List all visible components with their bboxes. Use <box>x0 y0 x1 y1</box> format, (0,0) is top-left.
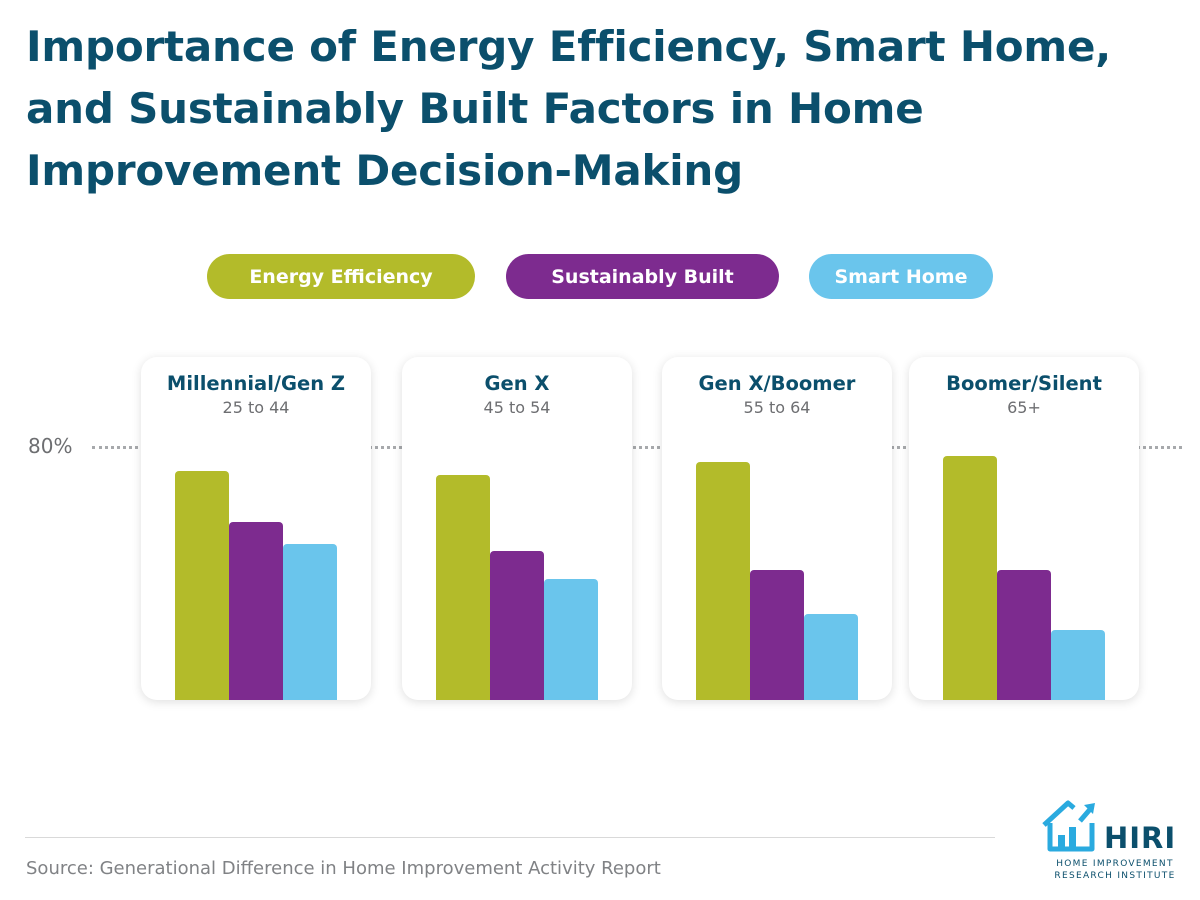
source-note: Source: Generational Difference in Home … <box>26 858 661 879</box>
logo-tagline-2: RESEARCH INSTITUTE <box>1054 871 1176 881</box>
logo-wordmark: HIRI <box>1104 821 1177 855</box>
bar-energy-efficiency <box>696 461 750 700</box>
panel-age-range: 55 to 64 <box>743 398 811 417</box>
hiri-logo: HIRI HOME IMPROVEMENT RESEARCH INSTITUTE <box>1040 797 1185 887</box>
panel-gen-x: Gen X 45 to 54 <box>402 357 632 700</box>
bar-smart-home <box>283 544 337 700</box>
legend-energy-efficiency: Energy Efficiency <box>207 254 475 299</box>
bar-smart-home <box>1051 630 1105 700</box>
legend-sustainably-built: Sustainably Built <box>506 254 779 299</box>
bar-sustainably-built <box>997 569 1051 700</box>
panel-age-range: 65+ <box>1007 398 1041 417</box>
panel-title: Gen X <box>484 372 550 395</box>
panel-age-range: 25 to 44 <box>222 398 290 417</box>
chart-title: Importance of Energy Efficiency, Smart H… <box>26 22 1112 195</box>
bar-sustainably-built <box>750 569 804 700</box>
panel-age-range: 45 to 54 <box>483 398 551 417</box>
bar-smart-home <box>804 614 858 700</box>
reference-line-80 <box>92 446 1182 449</box>
reference-line-label: 80% <box>28 434 73 458</box>
bar-energy-efficiency <box>175 471 229 700</box>
house-icon <box>1042 800 1095 852</box>
bar-smart-home <box>544 579 598 700</box>
legend-smart-home: Smart Home <box>809 254 993 299</box>
bar-sustainably-built <box>490 550 544 700</box>
footer-divider <box>25 837 995 838</box>
logo-tagline-1: HOME IMPROVEMENT <box>1056 859 1174 869</box>
panel-title: Gen X/Boomer <box>698 372 856 395</box>
panel-gen-x-boomer: Gen X/Boomer 55 to 64 <box>662 357 892 700</box>
panel-boomer-silent: Boomer/Silent 65+ <box>909 357 1139 700</box>
bar-sustainably-built <box>229 522 283 700</box>
panel-title: Boomer/Silent <box>946 372 1102 395</box>
panel-title: Millennial/Gen Z <box>166 372 346 395</box>
panel-millennial-gen-z: Millennial/Gen Z 25 to 44 <box>141 357 371 700</box>
bar-energy-efficiency <box>943 455 997 700</box>
bar-energy-efficiency <box>436 474 490 700</box>
